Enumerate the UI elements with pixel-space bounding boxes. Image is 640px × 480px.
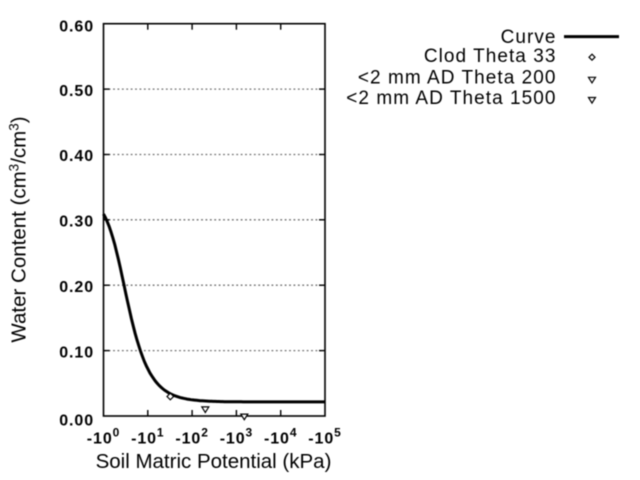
- svg-text:0.60: 0.60: [59, 18, 94, 35]
- svg-text:<2 mm AD Theta 200: <2 mm AD Theta 200: [358, 68, 557, 89]
- svg-text:0.20: 0.20: [59, 279, 94, 296]
- svg-text:0.00: 0.00: [59, 413, 94, 430]
- svg-text:-102: -102: [175, 426, 208, 448]
- svg-text:-105: -105: [308, 426, 341, 448]
- svg-text:0.50: 0.50: [59, 83, 94, 100]
- svg-text:-104: -104: [264, 426, 297, 448]
- svg-text:Water Content (cm3/cm3): Water Content (cm3/cm3): [7, 116, 31, 342]
- svg-text:0.30: 0.30: [59, 214, 94, 231]
- svg-text:<2 mm AD Theta 1500: <2 mm AD Theta 1500: [346, 88, 556, 109]
- svg-text:0.40: 0.40: [59, 148, 94, 165]
- svg-text:Clod Theta 33: Clod Theta 33: [424, 46, 557, 67]
- svg-text:-101: -101: [131, 426, 164, 448]
- svg-text:0.10: 0.10: [59, 344, 94, 361]
- svg-text:Curve: Curve: [501, 27, 557, 48]
- svg-text:-103: -103: [220, 426, 253, 448]
- svg-text:-100: -100: [87, 426, 120, 448]
- svg-text:Soil Matric Potential (kPa): Soil Matric Potential (kPa): [96, 450, 332, 473]
